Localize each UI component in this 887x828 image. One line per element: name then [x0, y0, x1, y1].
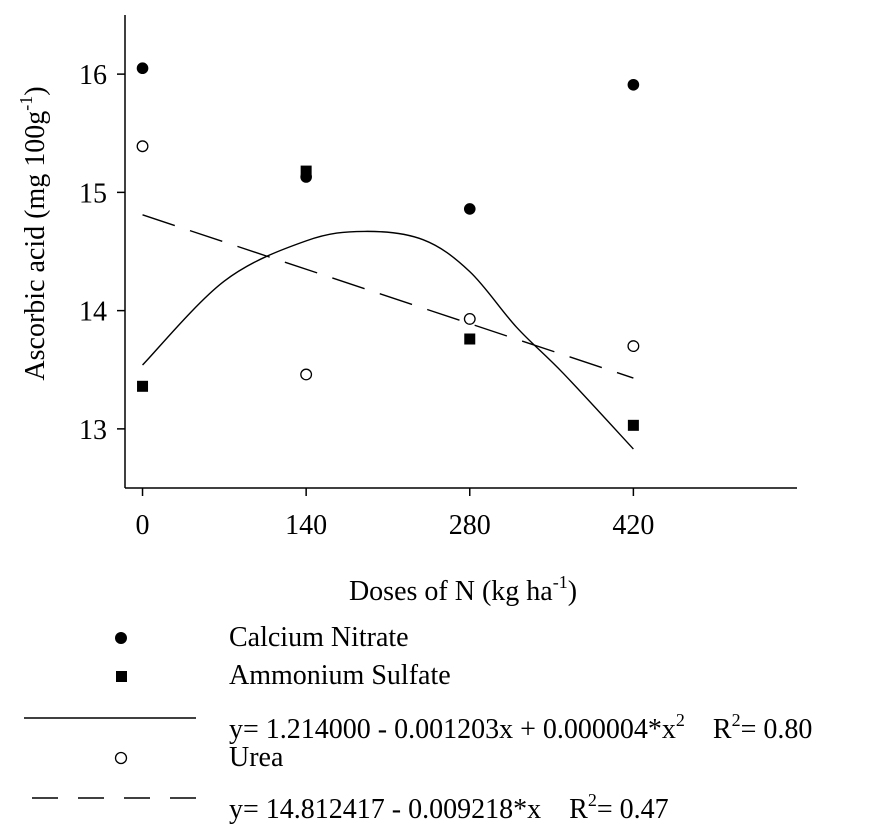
legend-label: Ammonium Sulfate	[229, 658, 451, 694]
y-tick-label: 14	[79, 297, 107, 328]
legend-item-ammonium-sulfate: Ammonium Sulfate	[0, 658, 887, 694]
x-axis-title: Doses of N (kg ha-1)	[349, 572, 577, 607]
calcium-nitrate-point	[464, 203, 476, 215]
calcium-nitrate-point	[137, 62, 149, 74]
legend-item-urea: Urea	[0, 740, 887, 776]
ammonium-sulfate-point	[301, 166, 312, 177]
ammonium-sulfate-point	[464, 334, 475, 345]
x-tick-label: 140	[285, 510, 327, 541]
fit-lines	[143, 215, 634, 449]
axes	[117, 15, 797, 496]
data-points	[137, 62, 639, 430]
dashed-line-icon	[20, 782, 200, 818]
ammonium-sulfate-point	[628, 420, 639, 431]
open-circle-marker-icon	[20, 740, 200, 776]
urea-point	[464, 314, 475, 325]
urea-point	[301, 369, 312, 380]
legend-label: Urea	[229, 740, 283, 776]
y-axis-title: Ascorbic acid (mg 100g-1)	[16, 86, 51, 380]
x-tick-label: 420	[612, 510, 654, 541]
ammonium-sulfate-point	[137, 381, 148, 392]
y-tick-label: 16	[79, 60, 107, 91]
linear-equation: y= 14.812417 - 0.009218*x R2= 0.47	[229, 782, 669, 828]
y-tick-label: 13	[79, 415, 107, 446]
legend-label: Calcium Nitrate	[229, 620, 409, 656]
chart: 0 140 280 420 13 14 15 16 Doses of N (kg ha-1) As…	[0, 0, 887, 618]
legend-item-polynomial-fit: y= 1.214000 - 0.001203x + 0.000004*x2 R2…	[0, 702, 887, 738]
x-tick-label: 280	[449, 510, 491, 541]
y-tick-label: 15	[79, 178, 107, 209]
axis-labels: 0 140 280 420 13 14 15 16 Doses of N (kg ha-1) As…	[16, 60, 654, 607]
linear-fit-line	[143, 215, 634, 378]
legend-item-linear-fit: y= 14.812417 - 0.009218*x R2= 0.47	[0, 782, 887, 818]
legend-item-calcium-nitrate: Calcium Nitrate	[0, 620, 887, 656]
filled-circle-marker-icon	[20, 620, 200, 656]
urea-point	[137, 141, 148, 152]
filled-square-marker-icon	[20, 658, 200, 694]
urea-point	[628, 341, 639, 352]
calcium-nitrate-point	[628, 79, 640, 91]
polynomial-fit-line	[143, 231, 634, 449]
solid-line-icon	[20, 702, 200, 738]
x-tick-label: 0	[136, 510, 150, 541]
